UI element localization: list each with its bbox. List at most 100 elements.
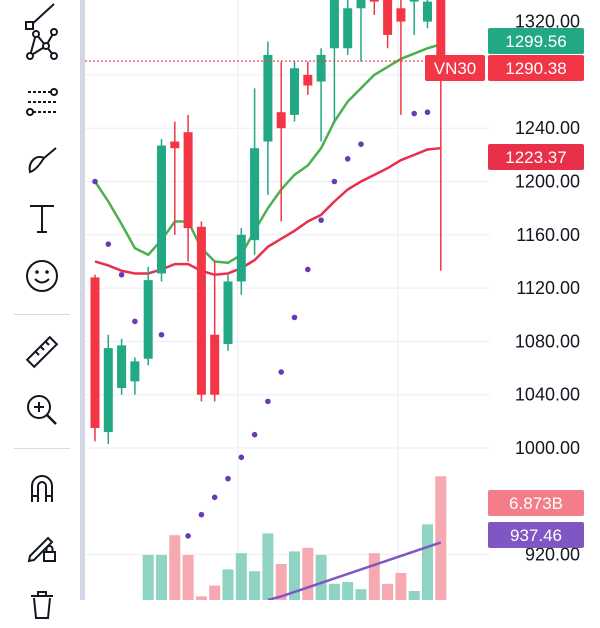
candle-body-up: [157, 145, 166, 274]
volume-ma-value-tag-background: [488, 522, 584, 548]
symbol-tag-background: [425, 55, 485, 81]
volume-bar: [435, 476, 447, 600]
volume-bar: [182, 555, 194, 600]
candle-body-down: [210, 334, 220, 395]
toolbar-divider: [14, 314, 70, 315]
price-axis-label: 1240.00: [515, 118, 580, 138]
volume-bar: [275, 564, 287, 600]
psar-dot: [105, 241, 112, 247]
candle-body-up: [409, 0, 419, 2]
volume-bar: [289, 551, 300, 600]
candle-body-up: [143, 280, 153, 359]
psar-dot: [211, 494, 218, 501]
candle-body-up: [423, 1, 432, 22]
volume-bars: [142, 476, 447, 600]
volume-bar: [355, 589, 367, 600]
line-tool-icon[interactable]: [18, 0, 66, 40]
lock-drawing-icon[interactable]: [18, 522, 66, 570]
brush-icon[interactable]: [18, 136, 66, 184]
volume-bar: [302, 547, 314, 600]
magnet-icon[interactable]: [18, 464, 66, 512]
volume-bar: [328, 583, 340, 600]
psar-dot: [305, 266, 311, 273]
psar-dot: [291, 314, 298, 321]
ma-green-value-tag: 1299.56: [505, 32, 566, 51]
candle-body-up: [223, 281, 233, 345]
psar-dot: [198, 511, 205, 518]
candle-body-down: [369, 0, 379, 2]
volume-ma-value-tag: 937.46: [510, 526, 562, 545]
volume-bar: [222, 569, 234, 600]
price-axis-label: 1080.00: [515, 331, 580, 351]
ma-green-line: [93, 43, 442, 265]
psar-dot: [331, 178, 338, 185]
candle-body-up: [290, 68, 299, 115]
psar-dot: [344, 156, 351, 162]
candle-body-down: [396, 8, 406, 22]
volume-bar: [249, 571, 261, 600]
price-axis-label: 920.00: [525, 545, 580, 565]
candle-body-down: [170, 141, 180, 149]
last-price-tag: 1290.38: [505, 59, 566, 78]
fib-retracement-icon[interactable]: [18, 78, 66, 126]
candle-body-up: [356, 0, 366, 9]
volume-bar: [315, 555, 327, 600]
psar-dot: [424, 109, 431, 116]
toolbar-divider: [14, 448, 70, 449]
candle-body-down: [276, 112, 286, 129]
candle-body-up: [250, 148, 260, 241]
volume-value-tag-background: [488, 490, 584, 516]
volume-value-tag: 6.873B: [509, 494, 563, 513]
psar-dot: [225, 475, 231, 482]
psar-dot: [92, 178, 98, 185]
volume-bar: [156, 555, 167, 600]
volume-bar: [422, 524, 433, 600]
ruler-icon[interactable]: [18, 328, 66, 376]
emoji-icon[interactable]: [18, 252, 66, 300]
volume-bar: [408, 591, 420, 600]
volume-ma-line: [267, 541, 442, 600]
symbol-tag: VN30: [434, 59, 477, 78]
candle-body-up: [130, 361, 140, 382]
pattern-tool-icon[interactable]: [18, 20, 66, 68]
psar-dot: [411, 110, 418, 117]
psar-dot: [251, 431, 258, 438]
volume-bar: [382, 583, 394, 600]
psar-dot: [278, 369, 285, 375]
zoom-in-icon[interactable]: [18, 386, 66, 434]
volume-ma-line: [267, 541, 442, 600]
candle-body-up: [117, 345, 127, 389]
psar-dot: [358, 141, 364, 147]
volume-bar: [262, 533, 274, 600]
price-axis-label: 1200.00: [515, 172, 580, 192]
price-axis: 1320.001280.001240.001200.001160.001120.…: [515, 12, 580, 565]
psar-dot: [318, 217, 324, 223]
price-axis-label: 1120.00: [516, 278, 580, 298]
candle-body-down: [183, 132, 193, 229]
psar-dot: [132, 318, 138, 325]
ma-green-value-tag-background: [488, 28, 584, 54]
candlesticks: [90, 0, 446, 445]
volume-bar: [195, 596, 207, 600]
candle-body-up: [329, 0, 339, 49]
volume-bar: [209, 585, 221, 600]
candle-body-up: [103, 348, 113, 433]
candle-body-down: [303, 74, 313, 86]
volume-bar: [169, 535, 181, 600]
price-chart[interactable]: 1320.001280.001240.001200.001160.001120.…: [0, 0, 600, 600]
toolbar-scrollbar[interactable]: [80, 0, 85, 600]
price-axis-label: 1160.00: [516, 225, 580, 245]
candle-body-down: [436, 0, 446, 62]
ma-red-value-tag-background: [488, 144, 584, 170]
psar-dot: [185, 533, 191, 539]
volume-bar: [395, 573, 407, 600]
candle-body-down: [90, 277, 100, 429]
price-axis-label: 1000.00: [515, 438, 580, 458]
text-tool-icon[interactable]: [18, 194, 66, 242]
psar-dot: [265, 398, 271, 405]
candle-body-up: [236, 234, 246, 282]
candle-body-down: [196, 226, 206, 395]
last-price-tag-background: [488, 55, 584, 81]
drawing-toolbar: [0, 0, 85, 619]
price-axis-label: 1040.00: [515, 385, 580, 405]
